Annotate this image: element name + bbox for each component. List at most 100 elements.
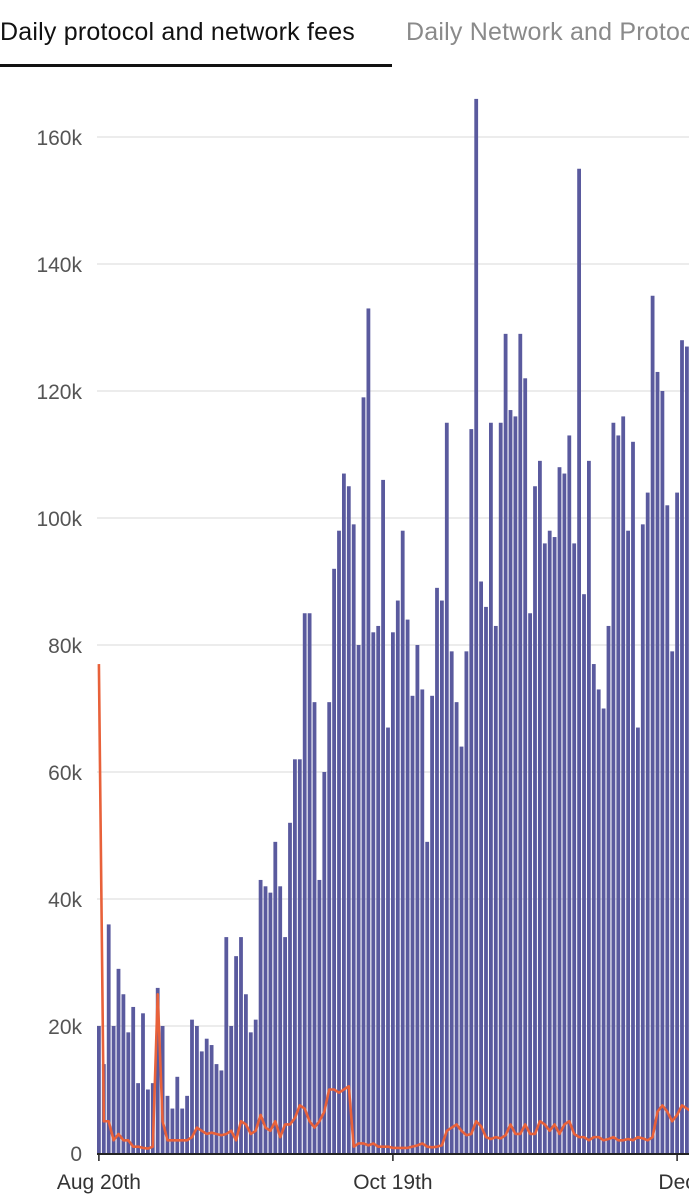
bar[interactable] <box>131 1006 136 1153</box>
bar[interactable] <box>141 1013 145 1153</box>
bar[interactable] <box>538 460 542 1154</box>
bar[interactable] <box>680 340 684 1153</box>
bar[interactable] <box>498 422 503 1153</box>
bar[interactable] <box>493 625 498 1153</box>
bar[interactable] <box>469 429 474 1154</box>
bar[interactable] <box>199 1051 204 1153</box>
bar[interactable] <box>278 886 283 1153</box>
tab-daily-network-protocol-fees[interactable]: Daily Network and Protocol Fees <box>406 18 689 46</box>
bar[interactable] <box>283 937 287 1153</box>
bar[interactable] <box>381 479 385 1153</box>
bar[interactable] <box>449 651 454 1153</box>
bar[interactable] <box>371 632 376 1153</box>
bar[interactable] <box>204 1038 209 1153</box>
bar[interactable] <box>425 841 430 1153</box>
bar[interactable] <box>474 98 479 1153</box>
bar[interactable] <box>342 473 346 1153</box>
bar[interactable] <box>146 1089 150 1154</box>
bar[interactable] <box>572 543 577 1153</box>
network-fees-line[interactable] <box>97 664 689 1150</box>
bar[interactable] <box>508 410 513 1153</box>
bar[interactable] <box>332 568 336 1153</box>
bar[interactable] <box>582 594 586 1153</box>
bar[interactable] <box>464 651 469 1153</box>
bar[interactable] <box>420 689 425 1153</box>
bar[interactable] <box>253 1019 258 1153</box>
bar[interactable] <box>454 702 459 1153</box>
bar[interactable] <box>640 524 645 1153</box>
bar[interactable] <box>97 1026 101 1153</box>
bar[interactable] <box>670 651 675 1153</box>
bar[interactable] <box>410 695 415 1153</box>
bar[interactable] <box>244 994 248 1153</box>
bar[interactable] <box>126 1032 131 1153</box>
bar[interactable] <box>591 664 596 1153</box>
bar[interactable] <box>297 759 302 1153</box>
bar[interactable] <box>567 435 572 1153</box>
bar[interactable] <box>170 1108 175 1153</box>
bar[interactable] <box>234 956 238 1153</box>
bar[interactable] <box>685 346 689 1153</box>
bar[interactable] <box>155 987 160 1153</box>
bar[interactable] <box>121 994 126 1153</box>
bar[interactable] <box>606 625 611 1153</box>
bar[interactable] <box>405 619 410 1153</box>
bar[interactable] <box>322 772 327 1153</box>
bar[interactable] <box>165 1095 170 1153</box>
bar[interactable] <box>552 537 557 1153</box>
bar[interactable] <box>489 422 493 1153</box>
bar[interactable] <box>185 1095 189 1153</box>
bar[interactable] <box>346 486 351 1153</box>
bar[interactable] <box>484 606 488 1153</box>
bar[interactable] <box>195 1026 199 1153</box>
bar[interactable] <box>293 759 297 1153</box>
bar[interactable] <box>542 543 547 1153</box>
bar[interactable] <box>327 702 332 1153</box>
bar[interactable] <box>655 371 660 1153</box>
bar[interactable] <box>361 397 366 1154</box>
bar[interactable] <box>435 587 439 1153</box>
bar[interactable] <box>415 645 420 1153</box>
bar[interactable] <box>302 613 307 1153</box>
bar[interactable] <box>513 416 518 1153</box>
bar[interactable] <box>533 486 537 1153</box>
bar[interactable] <box>621 416 626 1153</box>
bar[interactable] <box>116 968 121 1153</box>
bar[interactable] <box>106 924 111 1153</box>
bar[interactable] <box>175 1076 180 1153</box>
bar[interactable] <box>587 460 591 1154</box>
bar[interactable] <box>557 467 562 1153</box>
bar[interactable] <box>219 1070 224 1153</box>
bar[interactable] <box>547 530 552 1153</box>
bar[interactable] <box>611 422 616 1153</box>
bar[interactable] <box>268 892 273 1153</box>
bar[interactable] <box>312 702 317 1153</box>
bar[interactable] <box>351 524 356 1153</box>
tab-daily-protocol-network-fees[interactable]: Daily protocol and network fees <box>0 18 355 46</box>
bar[interactable] <box>518 333 523 1154</box>
bar[interactable] <box>400 530 405 1153</box>
bar[interactable] <box>190 1019 194 1153</box>
bar[interactable] <box>675 492 679 1154</box>
bar[interactable] <box>660 391 665 1153</box>
bar[interactable] <box>596 689 601 1153</box>
bar[interactable] <box>356 645 361 1153</box>
bar[interactable] <box>180 1108 185 1153</box>
bar[interactable] <box>263 886 268 1153</box>
bar[interactable] <box>665 505 670 1153</box>
bar[interactable] <box>503 333 508 1154</box>
bar[interactable] <box>395 600 400 1153</box>
bar[interactable] <box>636 727 640 1153</box>
bar[interactable] <box>111 1026 116 1153</box>
bar[interactable] <box>386 727 390 1153</box>
bar[interactable] <box>479 581 483 1154</box>
bar[interactable] <box>444 422 449 1153</box>
bar[interactable] <box>391 632 395 1153</box>
bar[interactable] <box>288 822 292 1153</box>
bar[interactable] <box>523 378 528 1153</box>
bar[interactable] <box>317 879 322 1153</box>
bar[interactable] <box>337 530 341 1153</box>
bar[interactable] <box>258 879 263 1153</box>
bar[interactable] <box>528 613 532 1153</box>
bar[interactable] <box>459 746 464 1153</box>
